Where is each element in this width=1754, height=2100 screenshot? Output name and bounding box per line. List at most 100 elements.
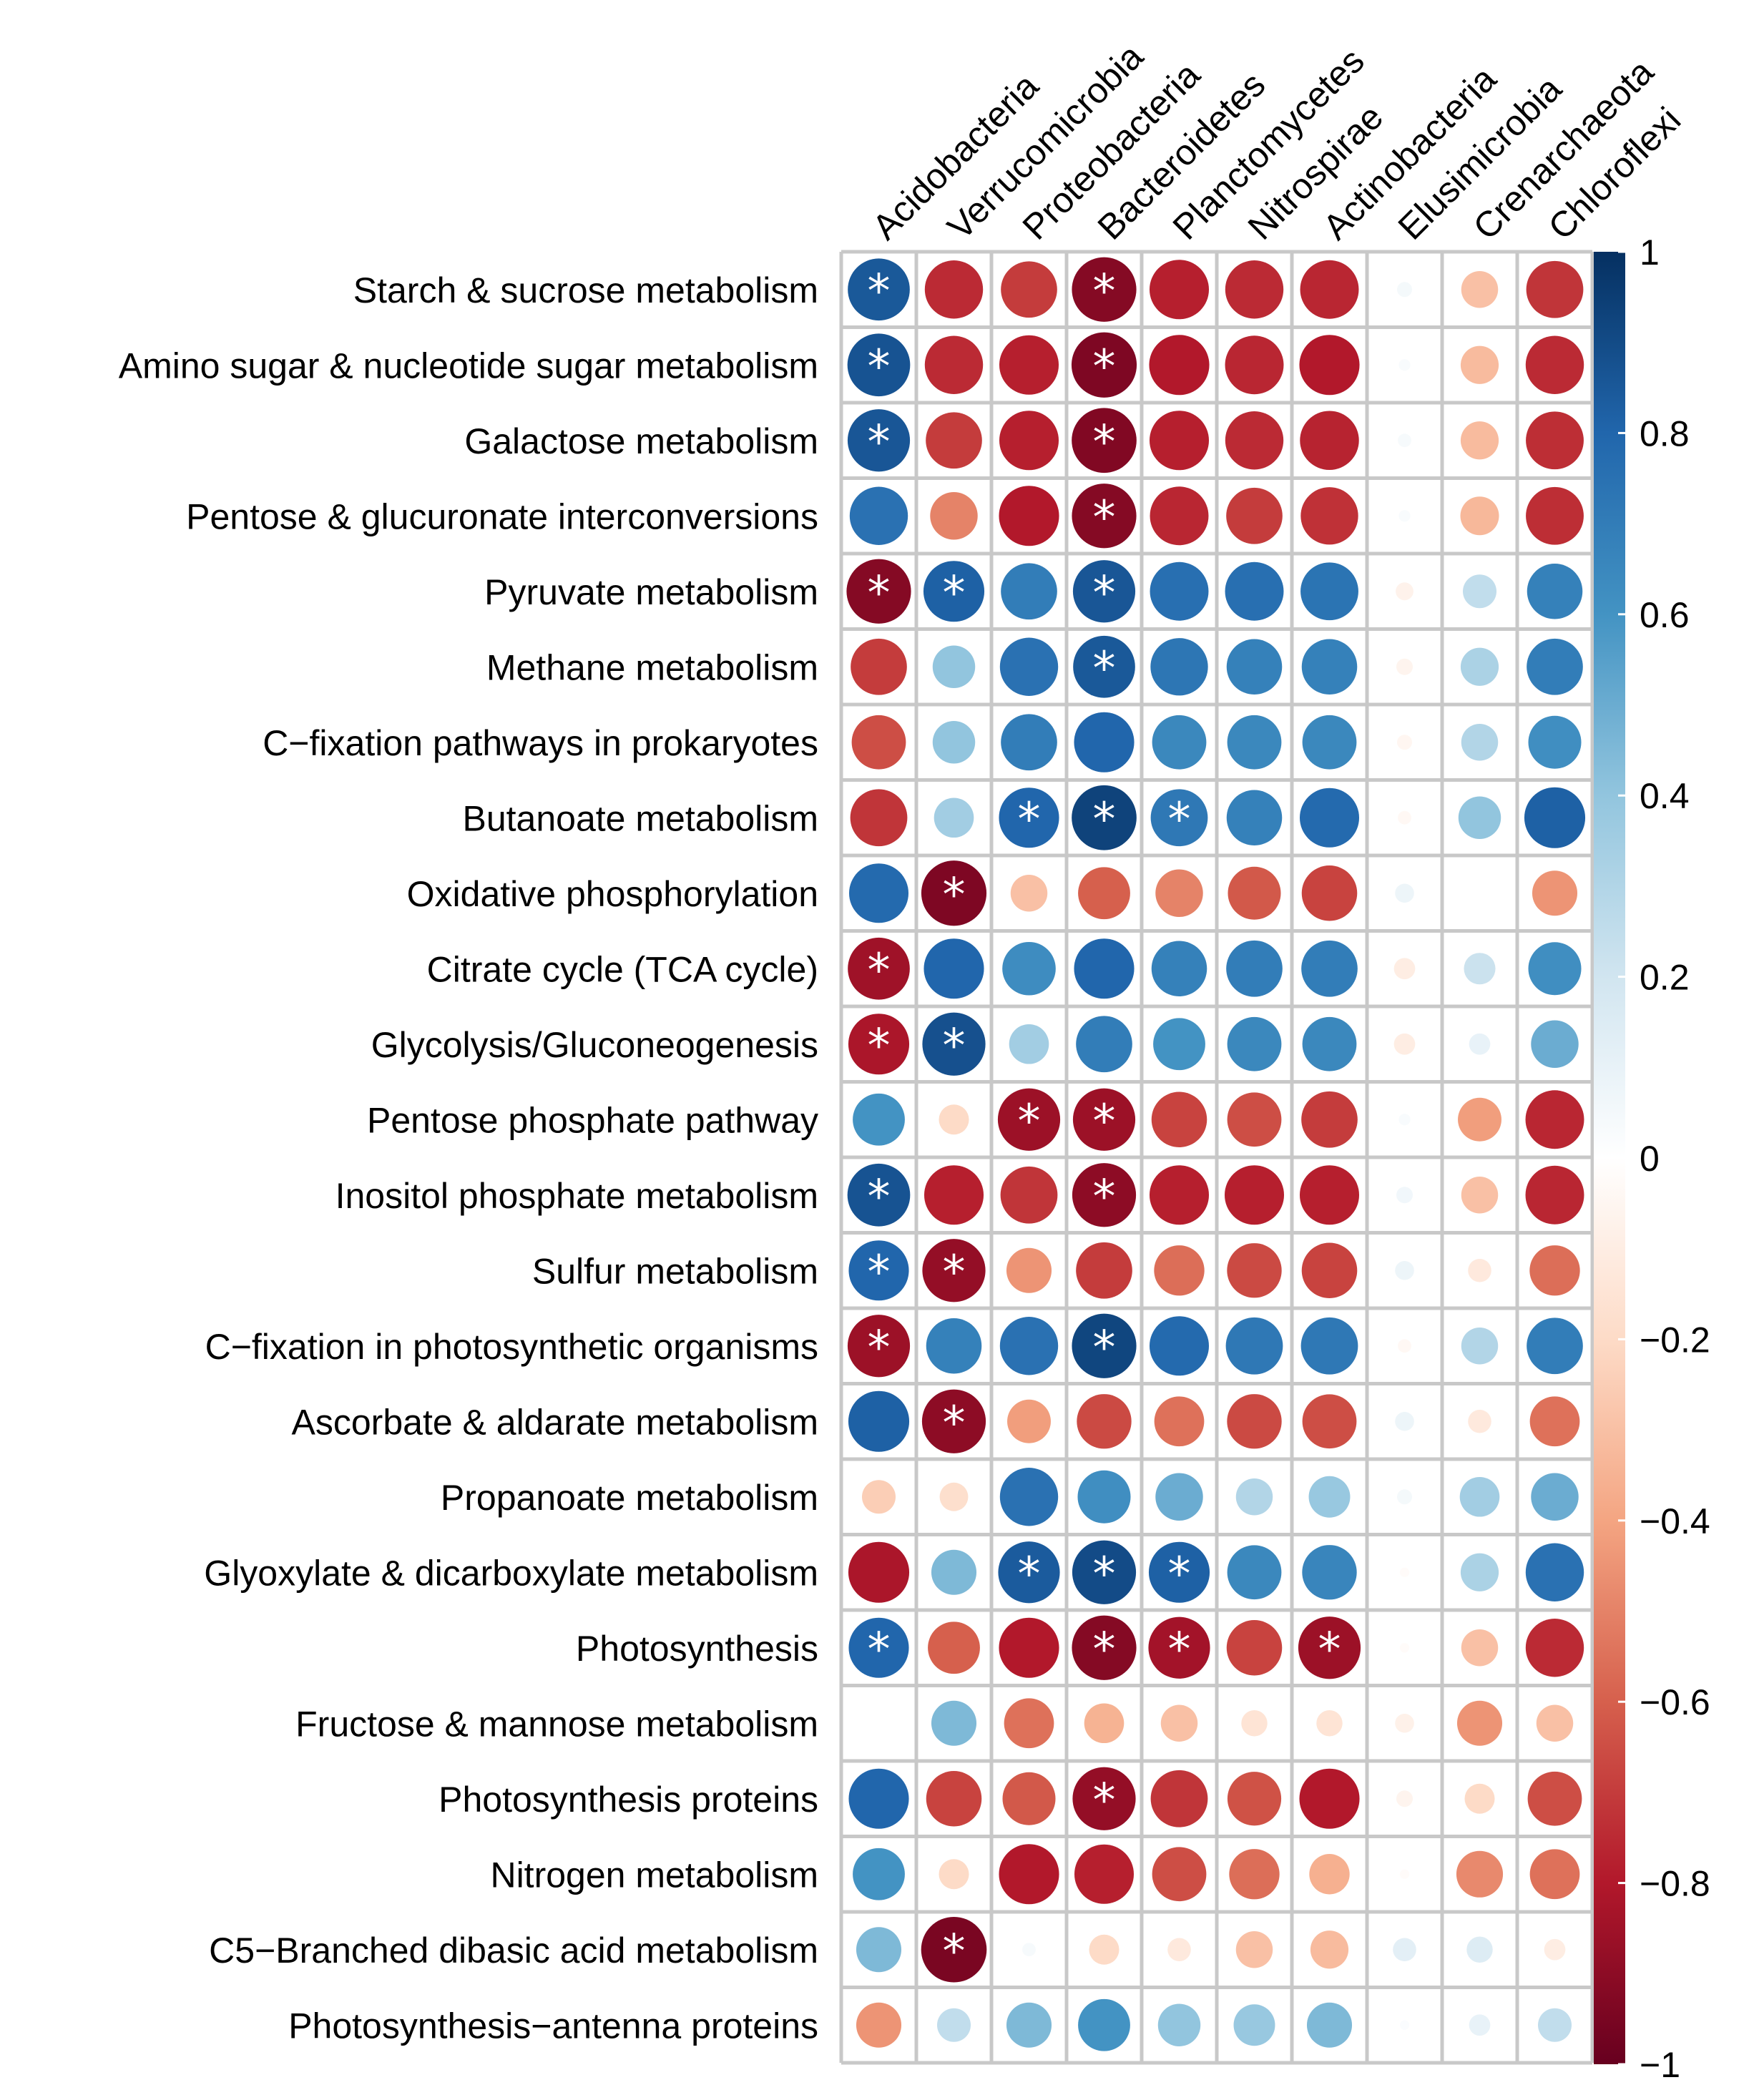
cell-circle [1395,1411,1414,1431]
cell-circle [931,1700,977,1746]
row-label: Photosynthesis−antenna proteins [288,2006,818,2046]
cell-circle [1525,1543,1584,1601]
cell-circle [1299,1165,1360,1225]
cell-circle [1149,260,1210,320]
row-label: Pentose & glucuronate interconversions [186,496,818,536]
cell-circle [1225,1317,1283,1375]
significance-star: * [943,1246,966,1299]
cell-circle [1227,1092,1282,1147]
cell-circle [1460,421,1499,460]
cell-circle [1152,1847,1207,1902]
grid [839,250,1594,2065]
cell-circle [1302,1394,1357,1449]
cell-circle [1396,1489,1413,1505]
cell-circle [1073,635,1135,698]
cell-circle [1310,1930,1349,1969]
cell-circle [1078,867,1130,920]
cell-circle [1084,1703,1125,1744]
cell-circle [1301,865,1358,921]
cell-circle [1226,1619,1283,1676]
cell-circle [1074,938,1135,999]
cell-circle [1399,1869,1410,1879]
cell-circle [1227,1772,1282,1826]
cell-circle [1456,1850,1504,1898]
significance-star: * [1168,1548,1191,1601]
legend-tick-label: 0.2 [1640,958,1690,998]
cell-circle [1235,1931,1273,1968]
cell-circle [999,1317,1059,1375]
cell-circle [1300,562,1358,621]
cell-circle [1072,560,1136,623]
cell-circle [1399,1567,1410,1577]
cell-circle [1460,1553,1499,1591]
cell-circle [1007,1399,1051,1443]
cell-circle [1466,1936,1493,1963]
cell-circle [848,1768,909,1829]
cell-circle [1464,953,1496,985]
cell-circle [1527,638,1583,695]
cell-circle [1525,1165,1584,1225]
cell-circle [1527,1318,1583,1375]
cell-circle [847,409,911,472]
cell-circle [939,1482,969,1511]
cell-circle [926,412,982,469]
cell-circle [1009,1024,1049,1064]
cell-circle [1461,1629,1499,1667]
cell-circle [1301,639,1358,695]
cell-circle [1526,486,1584,545]
cell-circle [1071,332,1137,398]
cell-circle [1152,715,1207,770]
cell-circle [1074,1844,1135,1904]
legend-tick-label: 0 [1640,1139,1660,1179]
cell-circle [1000,1166,1058,1224]
cell-circle [926,1318,982,1374]
cell-circle [1148,1541,1210,1603]
column-labels: AcidobacteriaVerrucomicrobiaProteobacter… [865,36,1689,247]
cell-circle [1224,1165,1285,1225]
cell-circle [1227,1016,1282,1071]
significance-star: * [1018,793,1041,846]
significance-star: * [868,265,891,318]
cell-circle [1395,883,1414,903]
cell-circle [1463,574,1496,609]
significance-star: * [1168,1624,1191,1677]
cell-circle [1398,1339,1411,1353]
cell-circle [853,1848,905,1900]
cell-circle [934,798,974,838]
cell-circle [1398,510,1411,522]
cell-circle [999,486,1059,546]
cell-circle [1399,1643,1410,1653]
cell-circle [1396,735,1413,750]
cell-circle [1149,1165,1210,1225]
significance-star: * [1168,793,1191,846]
cell-circle [921,860,987,926]
cell-circle [1157,2003,1201,2046]
cell-circle [1072,785,1137,850]
cell-circle [921,1916,987,1983]
significance-star: * [1018,1095,1041,1148]
cell-circle [921,1389,986,1453]
cell-circle [1302,715,1357,770]
significance-star: * [1093,491,1116,544]
cell-circle [851,715,906,770]
significance-star: * [868,416,891,469]
row-label: C−fixation in photosynthetic organisms [205,1327,818,1367]
cell-circle [1074,712,1135,772]
cell-circle [1072,257,1137,322]
cell-circle [1469,1033,1491,1055]
cell-circle [862,1480,896,1514]
significance-star: * [1093,642,1116,695]
cell-circle [997,1088,1061,1151]
cell-circle [923,561,985,622]
cell-circle [930,492,978,540]
cell-circle [1302,1016,1357,1071]
cell-circle [1002,1772,1056,1825]
cell-circle [848,1541,910,1603]
cell-circle [1149,411,1210,471]
cell-circle [1167,1938,1191,1962]
cell-circle [1155,1473,1203,1521]
cell-circle [1150,1770,1208,1827]
cell-circle [1306,2002,1353,2048]
row-label: Amino sugar & nucleotide sugar metabolis… [119,345,818,386]
cell-circle [1241,1710,1268,1737]
